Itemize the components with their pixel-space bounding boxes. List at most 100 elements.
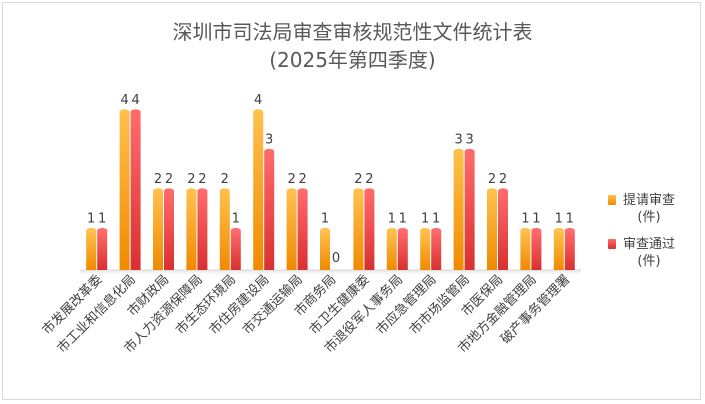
data-label-submitted-12: 3 — [454, 132, 462, 147]
bar-approved-9 — [364, 190, 375, 270]
data-label-approved-10: 1 — [399, 211, 407, 226]
bar-approved-1 — [97, 230, 108, 270]
bar-submitted-13 — [487, 190, 497, 270]
data-label-approved-9: 2 — [365, 172, 373, 187]
bar-top-submitted-9 — [353, 188, 364, 194]
bar-approved-4 — [197, 190, 208, 270]
bar-top-approved-13 — [498, 188, 508, 194]
data-label-submitted-7: 2 — [287, 172, 295, 187]
bar-submitted-1 — [86, 230, 97, 270]
data-label-submitted-8: 1 — [321, 211, 329, 226]
bar-approved-6 — [264, 151, 275, 270]
bar-approved-13 — [498, 190, 508, 270]
bar-approved-5 — [230, 230, 241, 270]
legend-label-submitted: 提请审查 — [623, 193, 676, 208]
bar-top-submitted-14 — [520, 227, 531, 233]
legend-item-approved: 审查通过 (件) — [608, 236, 675, 270]
bar-submitted-5 — [219, 190, 230, 270]
bar-top-submitted-1 — [86, 227, 97, 233]
data-label-approved-12: 3 — [465, 132, 473, 147]
bar-top-approved-15 — [564, 227, 575, 233]
bar-top-submitted-15 — [553, 227, 564, 233]
data-label-approved-4: 2 — [198, 172, 206, 187]
bar-submitted-6 — [253, 111, 264, 270]
bar-submitted-2 — [119, 111, 130, 270]
bar-top-submitted-5 — [219, 188, 230, 194]
bar-top-submitted-6 — [253, 109, 264, 115]
bar-submitted-8 — [320, 230, 330, 270]
bar-top-approved-1 — [97, 227, 108, 233]
data-label-approved-3: 2 — [165, 172, 173, 187]
bar-top-approved-2 — [130, 109, 141, 115]
data-label-submitted-14: 1 — [521, 211, 529, 226]
bar-top-submitted-13 — [487, 188, 497, 194]
legend-swatch-approved — [608, 239, 616, 249]
bar-top-approved-6 — [264, 148, 275, 154]
data-label-submitted-3: 2 — [154, 172, 162, 187]
bar-submitted-9 — [353, 190, 364, 270]
data-label-submitted-11: 1 — [421, 211, 429, 226]
data-label-approved-1: 1 — [98, 211, 106, 226]
data-label-submitted-1: 1 — [87, 211, 95, 226]
data-label-submitted-6: 4 — [254, 93, 262, 108]
data-label-approved-13: 2 — [499, 172, 507, 187]
bar-submitted-3 — [153, 190, 163, 270]
bar-approved-3 — [164, 190, 174, 270]
bar-top-submitted-7 — [286, 188, 297, 194]
bar-top-approved-10 — [397, 227, 408, 233]
bar-top-approved-5 — [230, 227, 241, 233]
bar-top-approved-4 — [197, 188, 208, 194]
data-label-approved-2: 4 — [131, 93, 139, 108]
bar-top-submitted-2 — [119, 109, 130, 115]
legend-unit-approved: (件) — [637, 254, 661, 269]
bar-approved-12 — [464, 151, 475, 270]
legend-unit-submitted: (件) — [637, 210, 661, 225]
bar-submitted-15 — [553, 230, 564, 270]
bar-top-submitted-11 — [420, 227, 431, 233]
bar-approved-11 — [431, 230, 442, 270]
bar-approved-10 — [397, 230, 408, 270]
bar-top-submitted-12 — [453, 148, 464, 154]
bar-top-submitted-3 — [153, 188, 163, 194]
data-label-submitted-10: 1 — [388, 211, 396, 226]
bar-top-approved-3 — [164, 188, 174, 194]
bar-submitted-7 — [286, 190, 297, 270]
chart-frame — [2, 2, 701, 400]
data-label-approved-7: 2 — [298, 172, 306, 187]
data-label-approved-14: 1 — [532, 211, 540, 226]
data-label-approved-5: 1 — [232, 211, 240, 226]
bar-top-approved-7 — [297, 188, 308, 194]
bar-top-approved-9 — [364, 188, 375, 194]
bar-top-submitted-10 — [386, 227, 397, 233]
legend-item-submitted: 提请审查 (件) — [608, 192, 675, 226]
data-label-submitted-2: 4 — [120, 93, 128, 108]
bar-submitted-10 — [386, 230, 397, 270]
data-label-approved-15: 1 — [566, 211, 574, 226]
chart-title: 深圳市司法局审查审核规范性文件统计表 — [172, 20, 533, 44]
data-label-approved-8: 0 — [332, 251, 340, 266]
data-label-submitted-5: 2 — [221, 172, 229, 187]
bar-submitted-14 — [520, 230, 531, 270]
data-label-submitted-4: 2 — [187, 172, 195, 187]
legend-swatch-submitted — [608, 195, 616, 205]
bar-approved-7 — [297, 190, 308, 270]
bar-approved-14 — [531, 230, 542, 270]
bar-submitted-11 — [420, 230, 431, 270]
legend-label-approved: 审查通过 — [623, 237, 676, 252]
data-label-approved-6: 3 — [265, 132, 273, 147]
data-label-approved-11: 1 — [432, 211, 440, 226]
bar-top-approved-12 — [464, 148, 475, 154]
bar-submitted-4 — [186, 190, 197, 270]
bar-top-approved-14 — [531, 227, 542, 233]
bar-top-submitted-8 — [320, 227, 330, 233]
bar-submitted-12 — [453, 151, 464, 270]
data-label-submitted-15: 1 — [555, 211, 563, 226]
data-label-submitted-13: 2 — [488, 172, 496, 187]
data-label-submitted-9: 2 — [354, 172, 362, 187]
bar-top-approved-11 — [431, 227, 442, 233]
floor-shadow — [80, 270, 581, 275]
bar-approved-15 — [564, 230, 575, 270]
bar-approved-2 — [130, 111, 141, 270]
bar-top-submitted-4 — [186, 188, 197, 194]
